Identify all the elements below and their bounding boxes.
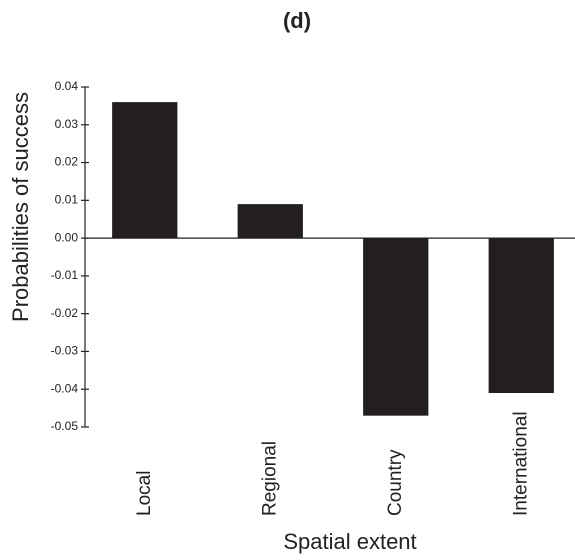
y-tick-label: -0.03	[51, 344, 79, 358]
y-axis-label: Probabilities of success	[8, 92, 33, 322]
y-tick-label: 0.02	[55, 155, 79, 169]
bar	[112, 102, 178, 239]
bar	[363, 238, 429, 416]
y-tick-label: -0.02	[51, 306, 79, 320]
chart-title: (d)	[283, 8, 311, 33]
y-tick-label: 0.04	[55, 79, 79, 93]
y-tick-label: 0.01	[55, 193, 79, 207]
x-tick-label: International	[510, 411, 531, 516]
x-axis-label: Spatial extent	[283, 529, 416, 554]
y-tick-label: -0.04	[51, 381, 79, 395]
x-tick-label: Regional	[259, 441, 280, 516]
x-tick-label: Country	[385, 449, 406, 516]
y-tick-label: 0.03	[55, 117, 79, 131]
bar	[488, 238, 554, 393]
y-tick-label: 0.00	[55, 230, 79, 244]
x-tick-label: Local	[134, 471, 155, 516]
bar	[237, 204, 303, 239]
y-tick-label: -0.01	[51, 268, 79, 282]
y-tick-label: -0.05	[51, 419, 79, 433]
